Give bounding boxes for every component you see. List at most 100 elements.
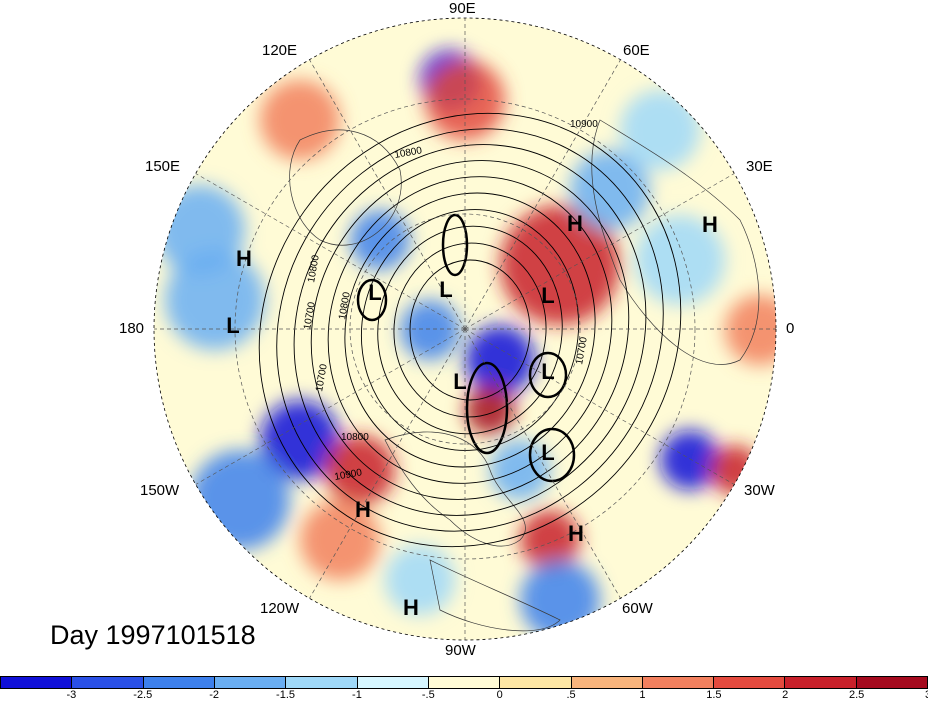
height-contour — [344, 192, 596, 468]
colorbar-swatch — [286, 677, 358, 688]
colorbar-tick-label: -.5 — [421, 689, 435, 701]
longitude-label: 60E — [623, 42, 650, 59]
trough-contour — [441, 213, 469, 277]
anomaly-blob — [165, 250, 265, 350]
longitude-label: 30W — [744, 482, 775, 499]
meridian-line — [195, 328, 466, 485]
colorbar-tick-label: 3 — [925, 689, 928, 701]
high-pressure-marker: H — [355, 497, 371, 522]
low-pressure-marker: L — [541, 440, 555, 465]
low-pressure-marker: L — [368, 280, 382, 305]
low-pressure-marker: L — [226, 313, 240, 338]
longitude-label: 90W — [445, 642, 476, 659]
colorbar-swatch — [714, 677, 786, 688]
colorbar-swatch — [357, 677, 429, 688]
anomaly-blob — [620, 90, 700, 170]
colorbar-swatch — [428, 677, 501, 688]
contour-label: 10900 — [334, 467, 364, 483]
longitude-label: 30E — [746, 158, 773, 175]
height-contour — [409, 259, 531, 401]
anomaly-blob — [465, 385, 515, 435]
colorbar-swatch — [571, 677, 643, 688]
anomaly-blob — [520, 560, 600, 640]
height-contour — [393, 242, 547, 418]
anomaly-blob — [425, 60, 505, 140]
colorbar-tick-label: -3 — [66, 689, 77, 701]
longitude-label: 120W — [260, 600, 300, 617]
colorbar-swatch — [143, 677, 215, 688]
parallel-circle — [349, 213, 581, 445]
height-contour — [276, 128, 664, 532]
contour-label: 10800 — [337, 291, 353, 321]
longitude-label: 180 — [119, 320, 145, 337]
trough-contour — [465, 361, 509, 455]
colorbar-swatch — [214, 677, 287, 688]
contour-label: 10800 — [394, 145, 424, 161]
meridian-line — [464, 328, 621, 599]
colorbar — [0, 676, 928, 689]
high-pressure-marker: H — [567, 211, 583, 236]
high-pressure-marker: H — [568, 521, 584, 546]
low-pressure-marker: L — [453, 369, 467, 394]
contour-label: 10700 — [574, 336, 590, 366]
meridian-line — [309, 328, 466, 599]
anomaly-blob — [385, 545, 455, 615]
colorbar-tick-label: -1 — [352, 689, 362, 701]
parallel-circle — [234, 98, 696, 560]
anomaly-blob — [155, 185, 245, 275]
colorbar-tick-label: -2 — [209, 689, 220, 701]
colorbar-tick-label: -2.5 — [133, 689, 153, 701]
trough-contour — [356, 278, 388, 322]
colorbar-swatch — [642, 677, 715, 688]
colorbar-tick-label: -1.5 — [276, 689, 296, 701]
contour-label: 10700 — [302, 301, 318, 331]
meridian-line — [464, 173, 735, 330]
high-pressure-marker: H — [702, 212, 718, 237]
anomaly-blob — [190, 450, 290, 550]
colorbar-swatch — [785, 677, 857, 688]
high-pressure-marker: H — [403, 595, 419, 620]
longitude-label: 120E — [262, 42, 298, 59]
anomaly-blob — [400, 300, 460, 360]
meridian-line — [195, 173, 466, 330]
colorbar-swatch — [1, 677, 73, 688]
meridian-line — [464, 328, 735, 485]
meridian-line — [464, 59, 621, 330]
meridian-line — [309, 59, 466, 330]
longitude-label: 150E — [145, 158, 181, 175]
anomaly-blob — [520, 510, 580, 570]
low-pressure-marker: L — [541, 283, 555, 308]
colorbar-tick-label: .5 — [566, 689, 576, 701]
trough-contour — [528, 427, 576, 483]
contour-label: 10700 — [314, 363, 330, 393]
coastline — [384, 431, 526, 547]
anomaly-blob — [300, 500, 380, 580]
low-pressure-marker: L — [541, 359, 555, 384]
coastline — [429, 559, 561, 632]
anomaly-blob — [500, 205, 620, 325]
low-pressure-marker: L — [439, 277, 453, 302]
colorbar-tick-label: 1 — [639, 689, 646, 701]
colorbar-tick-label: 0 — [496, 689, 503, 701]
coastline — [591, 119, 760, 365]
colorbar-tick-label: 2 — [782, 689, 789, 701]
date-label: Day 1997101518 — [50, 620, 256, 650]
longitude-label: 0 — [786, 320, 795, 337]
height-contour — [310, 160, 630, 500]
longitude-label: 90E — [449, 0, 476, 17]
colorbar-swatch — [856, 677, 928, 688]
trough-contour — [528, 351, 568, 399]
contour-label: 10900 — [570, 119, 598, 130]
height-contour — [360, 209, 580, 451]
colorbar-swatch — [72, 677, 144, 688]
anomaly-blob — [260, 80, 340, 160]
height-contour — [327, 176, 613, 484]
longitude-label: 150W — [140, 482, 180, 499]
map-boundary — [153, 17, 777, 641]
colorbar-tick-label: 1.5 — [706, 689, 722, 701]
colorbar-swatch — [500, 677, 572, 688]
colorbar-tick-label: 2.5 — [848, 689, 865, 701]
contour-label: 10800 — [306, 254, 322, 284]
height-contour — [258, 112, 682, 548]
